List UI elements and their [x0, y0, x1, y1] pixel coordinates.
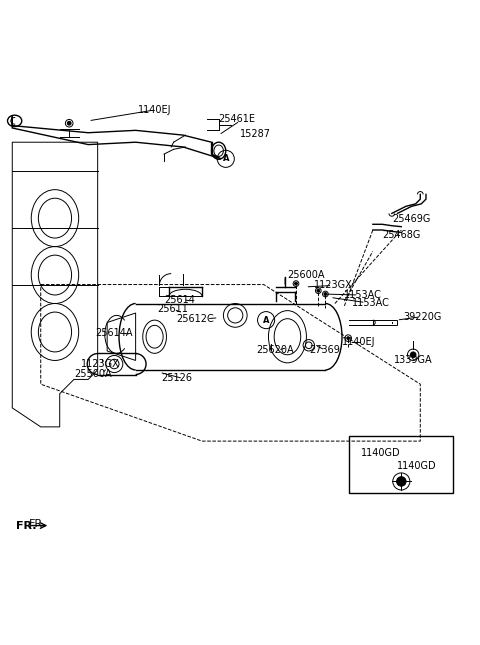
- Bar: [373, 320, 396, 325]
- Text: 25126: 25126: [162, 373, 192, 384]
- Text: 25600A: 25600A: [288, 270, 325, 280]
- Text: 1339GA: 1339GA: [394, 355, 433, 364]
- Text: 1123GX: 1123GX: [313, 281, 352, 290]
- Text: 25469G: 25469G: [392, 214, 430, 224]
- Circle shape: [317, 290, 320, 292]
- Text: 27369: 27369: [309, 345, 340, 355]
- Text: A: A: [263, 315, 269, 324]
- Text: 25620A: 25620A: [257, 345, 294, 355]
- Text: 1140GD: 1140GD: [396, 461, 436, 471]
- Circle shape: [295, 282, 298, 285]
- Circle shape: [324, 293, 327, 295]
- Text: FR.: FR.: [16, 521, 36, 531]
- Bar: [349, 437, 454, 493]
- Text: 25500A: 25500A: [74, 369, 111, 379]
- Text: 1153AC: 1153AC: [351, 297, 389, 308]
- Circle shape: [65, 119, 73, 127]
- Circle shape: [315, 288, 321, 293]
- Circle shape: [67, 121, 71, 125]
- Text: 39220G: 39220G: [404, 312, 442, 322]
- Text: 25461E: 25461E: [219, 114, 256, 124]
- Text: 15287: 15287: [240, 128, 271, 139]
- Circle shape: [323, 291, 328, 297]
- Circle shape: [408, 349, 419, 361]
- Text: 25614: 25614: [164, 295, 195, 304]
- Circle shape: [396, 477, 406, 486]
- Text: 25612C: 25612C: [176, 313, 214, 324]
- Text: 25614A: 25614A: [96, 328, 133, 338]
- Text: 1123GX: 1123GX: [81, 359, 120, 369]
- Circle shape: [410, 352, 416, 357]
- Text: 25611: 25611: [157, 304, 188, 314]
- Text: 1140GD: 1140GD: [361, 448, 401, 458]
- Text: 1153AC: 1153AC: [344, 290, 382, 300]
- Text: 25468G: 25468G: [383, 230, 420, 240]
- Circle shape: [345, 335, 351, 341]
- Circle shape: [293, 281, 299, 286]
- Circle shape: [347, 337, 349, 339]
- Text: 1140EJ: 1140EJ: [138, 105, 171, 115]
- Text: A: A: [223, 154, 229, 163]
- Text: FR.: FR.: [29, 519, 46, 529]
- Text: 1140EJ: 1140EJ: [342, 337, 375, 348]
